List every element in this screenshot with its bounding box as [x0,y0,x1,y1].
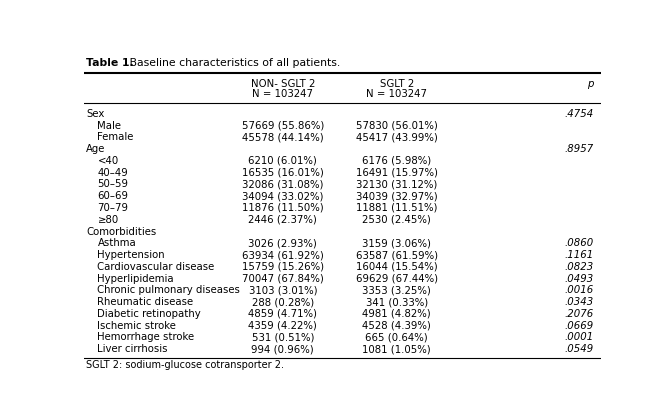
Text: .0860: .0860 [564,238,593,248]
Text: Comorbidities: Comorbidities [86,226,156,236]
Text: Age: Age [86,144,106,154]
Text: .0016: .0016 [564,285,593,295]
Text: 4981 (4.82%): 4981 (4.82%) [362,309,431,319]
Text: N = 103247: N = 103247 [366,89,428,99]
Text: 16491 (15.97%): 16491 (15.97%) [355,168,438,178]
Text: 4359 (4.22%): 4359 (4.22%) [248,320,317,331]
Text: .0493: .0493 [564,273,593,284]
Text: p: p [587,79,593,89]
Text: 3159 (3.06%): 3159 (3.06%) [362,238,432,248]
Text: Male: Male [98,121,122,131]
Text: .8957: .8957 [564,144,593,154]
Text: 1081 (1.05%): 1081 (1.05%) [362,344,431,354]
Text: 70047 (67.84%): 70047 (67.84%) [242,273,324,284]
Text: 32086 (31.08%): 32086 (31.08%) [242,179,323,189]
Text: 3353 (3.25%): 3353 (3.25%) [362,285,431,295]
Text: 69629 (67.44%): 69629 (67.44%) [355,273,438,284]
Text: 3026 (2.93%): 3026 (2.93%) [248,238,317,248]
Text: 2530 (2.45%): 2530 (2.45%) [362,215,431,225]
Text: .0549: .0549 [564,344,593,354]
Text: Hemorrhage stroke: Hemorrhage stroke [98,332,194,342]
Text: SGLT 2: sodium-glucose cotransporter 2.: SGLT 2: sodium-glucose cotransporter 2. [86,360,284,370]
Text: <40: <40 [98,156,119,166]
Text: .1161: .1161 [564,250,593,260]
Text: 45417 (43.99%): 45417 (43.99%) [356,132,438,142]
Text: Baseline characteristics of all patients.: Baseline characteristics of all patients… [126,58,340,68]
Text: Rheumatic disease: Rheumatic disease [98,297,194,307]
Text: 45578 (44.14%): 45578 (44.14%) [242,132,324,142]
Text: .0669: .0669 [564,320,593,331]
Text: NON- SGLT 2: NON- SGLT 2 [250,79,315,89]
Text: 11876 (11.50%): 11876 (11.50%) [242,203,324,213]
Text: Cardiovascular disease: Cardiovascular disease [98,262,214,272]
Text: 63587 (61.59%): 63587 (61.59%) [355,250,438,260]
Text: Female: Female [98,132,134,142]
Text: 50–59: 50–59 [98,179,128,189]
Text: 16535 (16.01%): 16535 (16.01%) [242,168,324,178]
Text: Hyperlipidemia: Hyperlipidemia [98,273,174,284]
Text: .2076: .2076 [564,309,593,319]
Text: 70–79: 70–79 [98,203,128,213]
Text: Chronic pulmonary diseases: Chronic pulmonary diseases [98,285,240,295]
Text: 6176 (5.98%): 6176 (5.98%) [362,156,432,166]
Text: 15759 (15.26%): 15759 (15.26%) [242,262,324,272]
Text: 288 (0.28%): 288 (0.28%) [252,297,314,307]
Text: 341 (0.33%): 341 (0.33%) [365,297,428,307]
Text: 6210 (6.01%): 6210 (6.01%) [248,156,317,166]
Text: 994 (0.96%): 994 (0.96%) [251,344,314,354]
Text: 63934 (61.92%): 63934 (61.92%) [242,250,324,260]
Text: 665 (0.64%): 665 (0.64%) [365,332,428,342]
Text: Table 1.: Table 1. [86,58,134,68]
Text: 16044 (15.54%): 16044 (15.54%) [356,262,438,272]
Text: 34094 (33.02%): 34094 (33.02%) [242,191,323,201]
Text: Ischemic stroke: Ischemic stroke [98,320,176,331]
Text: .0823: .0823 [564,262,593,272]
Text: Sex: Sex [86,109,104,119]
Text: 4528 (4.39%): 4528 (4.39%) [362,320,431,331]
Text: Diabetic retinopathy: Diabetic retinopathy [98,309,201,319]
Text: Hypertension: Hypertension [98,250,165,260]
Text: 32130 (31.12%): 32130 (31.12%) [356,179,438,189]
Text: 531 (0.51%): 531 (0.51%) [252,332,314,342]
Text: 57669 (55.86%): 57669 (55.86%) [242,121,324,131]
Text: 2446 (2.37%): 2446 (2.37%) [248,215,317,225]
Text: .0343: .0343 [564,297,593,307]
Text: 34039 (32.97%): 34039 (32.97%) [356,191,438,201]
Text: N = 103247: N = 103247 [253,89,313,99]
Text: 3103 (3.01%): 3103 (3.01%) [248,285,317,295]
Text: 4859 (4.71%): 4859 (4.71%) [248,309,317,319]
Text: 57830 (56.01%): 57830 (56.01%) [356,121,438,131]
Text: ≥80: ≥80 [98,215,119,225]
Text: Asthma: Asthma [98,238,136,248]
Text: Liver cirrhosis: Liver cirrhosis [98,344,168,354]
Text: 11881 (11.51%): 11881 (11.51%) [356,203,438,213]
Text: SGLT 2: SGLT 2 [379,79,414,89]
Text: .4754: .4754 [564,109,593,119]
Text: .0001: .0001 [564,332,593,342]
Text: 40–49: 40–49 [98,168,128,178]
Text: 60–69: 60–69 [98,191,128,201]
